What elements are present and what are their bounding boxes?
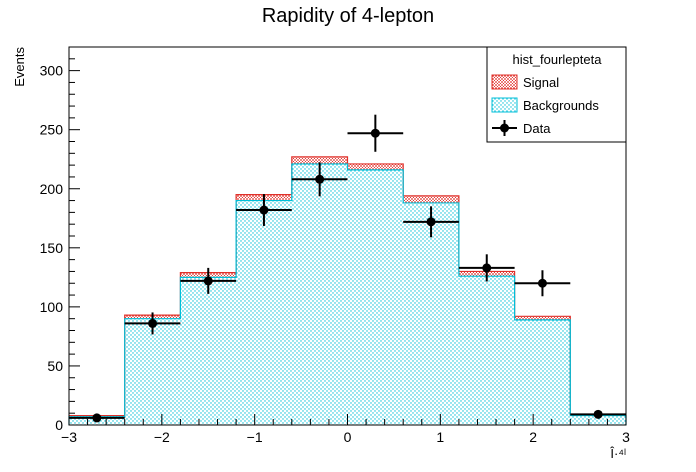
background-bar — [180, 277, 237, 425]
y-tick-label: 150 — [40, 240, 64, 256]
x-tick-label: 3 — [622, 429, 630, 445]
background-bar — [570, 415, 626, 425]
legend-signal-label: Signal — [523, 75, 559, 90]
x-axis: −3 −2 −1 0 1 2 3 — [61, 414, 630, 445]
x-tick-label: −2 — [154, 429, 170, 445]
data-point — [92, 413, 102, 423]
background-bar — [403, 202, 459, 425]
y-tick-label: 300 — [40, 63, 64, 79]
data-point — [593, 409, 603, 419]
legend-header: hist_fourlepteta — [513, 52, 603, 67]
data-point — [370, 128, 380, 138]
signal-bar — [403, 195, 459, 203]
signal-bar — [291, 156, 348, 164]
x-tick-label: −1 — [247, 429, 263, 445]
x-tick-label: 1 — [436, 429, 444, 445]
y-tick-label: 0 — [55, 417, 63, 433]
background-bar — [514, 319, 571, 425]
legend-box — [486, 46, 627, 143]
signal-bar — [514, 316, 571, 320]
y-tick-label: 250 — [40, 122, 64, 138]
legend-data-marker — [500, 123, 509, 133]
data-point — [426, 217, 436, 227]
background-bar — [291, 163, 348, 425]
x-tick-label: 0 — [344, 429, 352, 445]
data-points — [69, 114, 626, 423]
data-point — [315, 174, 325, 184]
data-point — [482, 263, 492, 273]
background-bar — [458, 276, 515, 425]
x-tick-label: −3 — [61, 429, 77, 445]
data-point — [259, 205, 269, 215]
legend-backgrounds-label: Backgrounds — [523, 98, 599, 113]
y-axis-label: Events — [12, 47, 27, 87]
chart-title: Rapidity of 4-lepton — [262, 5, 434, 27]
data-point — [148, 318, 158, 328]
data-point — [537, 278, 547, 288]
y-tick-label: 100 — [40, 299, 64, 315]
background-bar — [347, 169, 404, 425]
background-bar — [124, 318, 181, 425]
y-tick-label: 200 — [40, 181, 64, 197]
legend-signal-swatch — [491, 74, 518, 90]
signal-bar — [347, 163, 404, 170]
legend: hist_fourlepteta Signal Backgrounds Data — [486, 46, 627, 143]
x-tick-label: 2 — [529, 429, 537, 445]
histogram-bars — [68, 156, 627, 425]
y-tick-label: 50 — [47, 358, 63, 374]
data-point — [203, 276, 213, 286]
y-axis: 0 50 100 150 200 250 300 — [40, 46, 80, 433]
background-bar — [236, 200, 292, 425]
x-axis-label: Î·⁴ˡ — [609, 446, 626, 461]
legend-data-label: Data — [523, 121, 551, 136]
legend-backgrounds-swatch — [491, 97, 518, 113]
